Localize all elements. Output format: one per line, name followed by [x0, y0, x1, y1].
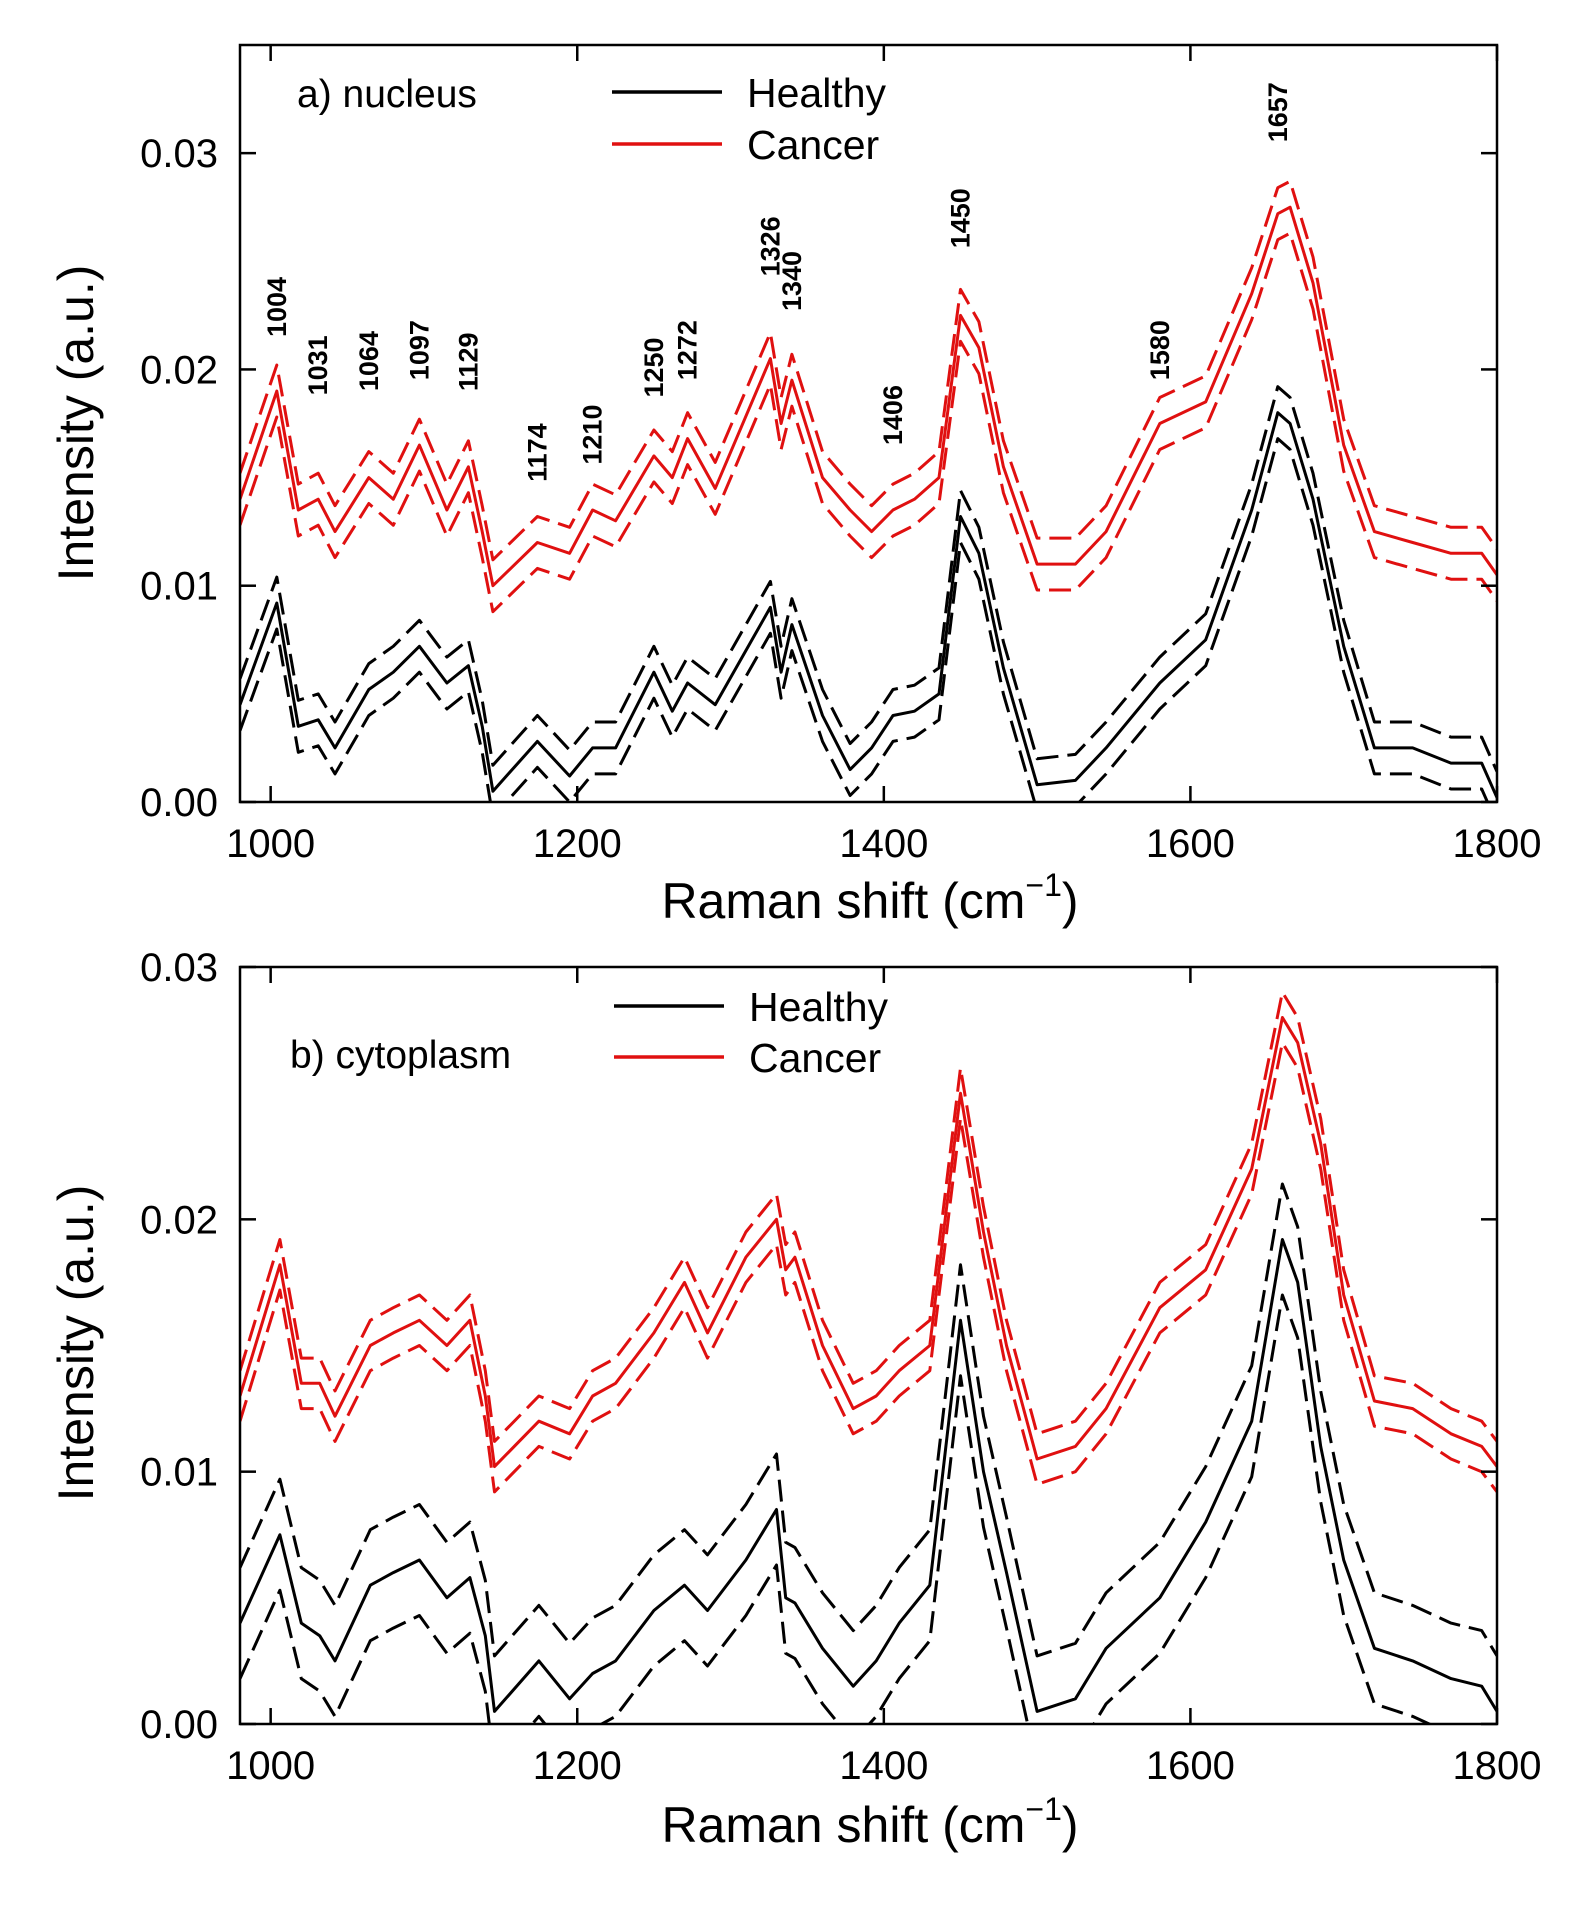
panel-b-series-layer	[240, 990, 1497, 1724]
panel-b-label: b) cytoplasm	[290, 1034, 511, 1077]
y-tick-label: 0.01	[140, 1451, 218, 1495]
series-healthy-lower-bound	[240, 437, 1490, 802]
peak-label-1064: 1064	[354, 331, 384, 391]
panel-a-peak-labels: 1004 1031 1064 1097 1129 1174 1210 1250 1272 1326…	[262, 82, 1293, 482]
panel-a-nucleus: 1000 1200 1400 1600 1800 0.00 0.01 0.02 0.03 100…	[48, 43, 1541, 929]
panel-b-cytoplasm: 1000 1200 1400 1600 1800 0.00 0.01 0.02 0.03 b) …	[48, 946, 1541, 1853]
series-healthy-upper-bound	[240, 385, 1497, 773]
peak-label-1210: 1210	[578, 405, 608, 465]
peak-label-1657: 1657	[1263, 82, 1293, 142]
x-tick-label: 1400	[839, 822, 928, 866]
x-tick-label: 1800	[1453, 1744, 1542, 1788]
x-tick-label: 1000	[226, 822, 315, 866]
series-healthy-mean-line	[240, 411, 1497, 799]
peak-label-1272: 1272	[673, 320, 703, 380]
panel-a-label: a) nucleus	[297, 73, 477, 116]
x-tick-label: 1600	[1146, 822, 1235, 866]
series-cancer-mean-line	[240, 205, 1497, 588]
peak-label-1406: 1406	[878, 385, 908, 445]
y-tick-label: 0.02	[140, 348, 218, 392]
x-tick-label: 1200	[533, 822, 622, 866]
series-cancer-lower-bound	[240, 231, 1497, 614]
y-tick-label: 0.02	[140, 1198, 218, 1242]
x-tick-label: 1600	[1146, 1744, 1235, 1788]
peak-label-1326: 1326	[755, 216, 785, 276]
series-healthy-lower-bound	[240, 1293, 1433, 1724]
legend-label-cancer: Cancer	[749, 1035, 881, 1081]
x-title-main: Raman shift (cm	[661, 873, 1025, 929]
y-tick-label: 0.01	[140, 565, 218, 609]
y-tick-label: 0.00	[140, 1703, 218, 1747]
series-cancer-lower-bound	[240, 1041, 1497, 1494]
x-tick-label: 1200	[533, 1744, 622, 1788]
legend-label-healthy: Healthy	[749, 984, 889, 1030]
peak-label-1250: 1250	[639, 337, 669, 397]
series-cancer-mean-line	[240, 1016, 1497, 1469]
peak-label-1580: 1580	[1145, 320, 1175, 380]
panel-a-x-axis-title: Raman shift (cm−1)	[661, 867, 1078, 929]
x-tick-label: 1000	[226, 1744, 315, 1788]
panel-b-x-axis-title: Raman shift (cm−1)	[661, 1791, 1078, 1853]
series-cancer-upper-bound	[240, 990, 1497, 1443]
panel-b-plot-frame	[238, 965, 1499, 1726]
x-title-main: Raman shift (cm	[661, 1797, 1025, 1853]
panel-b-ticks: 1000 1200 1400 1600 1800 0.00 0.01 0.02 0.03	[140, 946, 1541, 1788]
peak-label-1174: 1174	[522, 423, 552, 482]
legend-label-healthy: Healthy	[747, 70, 887, 116]
x-title-close: )	[1062, 873, 1079, 929]
series-cancer-upper-bound	[240, 179, 1497, 562]
panel-a-legend: Healthy Cancer	[612, 70, 887, 168]
panel-b-legend: Healthy Cancer	[614, 984, 889, 1081]
y-tick-label: 0.03	[140, 132, 218, 176]
x-title-sup: −1	[1025, 867, 1061, 903]
peak-label-1097: 1097	[404, 320, 434, 380]
x-title-sup: −1	[1025, 1791, 1061, 1827]
panel-a-ticks: 1000 1200 1400 1600 1800 0.00 0.01 0.02 0.03	[140, 45, 1541, 866]
x-tick-label: 1800	[1453, 822, 1542, 866]
peak-label-1004: 1004	[262, 277, 292, 337]
panel-a-plot-frame	[238, 43, 1499, 804]
panel-b-y-axis-title: Intensity (a.u.)	[48, 1185, 104, 1502]
peak-label-1340: 1340	[777, 251, 807, 311]
peak-label-1129: 1129	[453, 333, 483, 392]
panel-a-y-axis-title: Intensity (a.u.)	[48, 265, 104, 582]
x-title-close: )	[1062, 1797, 1079, 1853]
panel-a-series-layer	[240, 179, 1497, 802]
y-tick-label: 0.00	[140, 781, 218, 825]
series-healthy-upper-bound	[240, 1182, 1497, 1658]
x-tick-label: 1400	[839, 1744, 928, 1788]
legend-label-cancer: Cancer	[747, 122, 879, 168]
peak-label-1450: 1450	[946, 188, 976, 248]
peak-label-1031: 1031	[303, 335, 333, 395]
y-tick-label: 0.03	[140, 946, 218, 990]
series-healthy-mean-line	[240, 1238, 1497, 1713]
